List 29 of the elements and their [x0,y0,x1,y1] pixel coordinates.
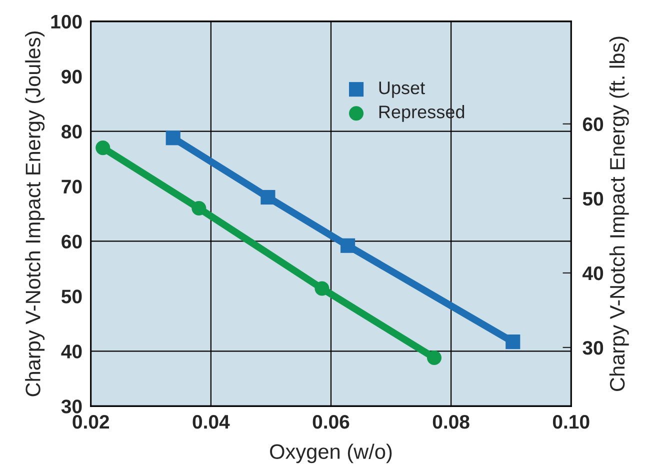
y-tick-label: 100 [51,14,82,29]
legend-label: Upset [379,82,425,98]
y2-tick-label: 50 [582,192,604,206]
point [426,350,442,366]
point [314,281,330,296]
point [340,238,356,253]
y2-tick-label: 60 [582,117,604,132]
y2-tick-label: 40 [582,266,604,280]
y-tick-label: 90 [62,70,82,84]
y-tick-label: 30 [61,400,82,414]
x-tick-label: 0.02 [72,414,110,429]
x-axis-title: Oxygen (w/o) [270,444,392,464]
y-tick-label: 60 [62,234,82,248]
y2-axis-title: Charpy V-Notch Impact Energy (ft. lbs) [609,36,629,391]
y-tick-label: 80 [62,124,82,139]
y-axis-title: Charpy V-Notch Impact Energy (Joules) [25,32,45,396]
x-tick-label: 0.10 [552,414,590,429]
point [166,130,180,146]
x-tick-label: 0.04 [192,414,230,429]
y-tick-label: 70 [62,180,82,194]
point [192,200,206,216]
y2-tick-label: 30 [582,340,604,355]
x-tick-label: 0.06 [312,414,350,429]
y-tick-label: 50 [62,290,82,304]
point [260,190,276,205]
point [506,334,520,350]
point [96,140,110,156]
x-tick-label: 0.08 [432,414,470,429]
y-tick-label: 40 [61,344,82,358]
